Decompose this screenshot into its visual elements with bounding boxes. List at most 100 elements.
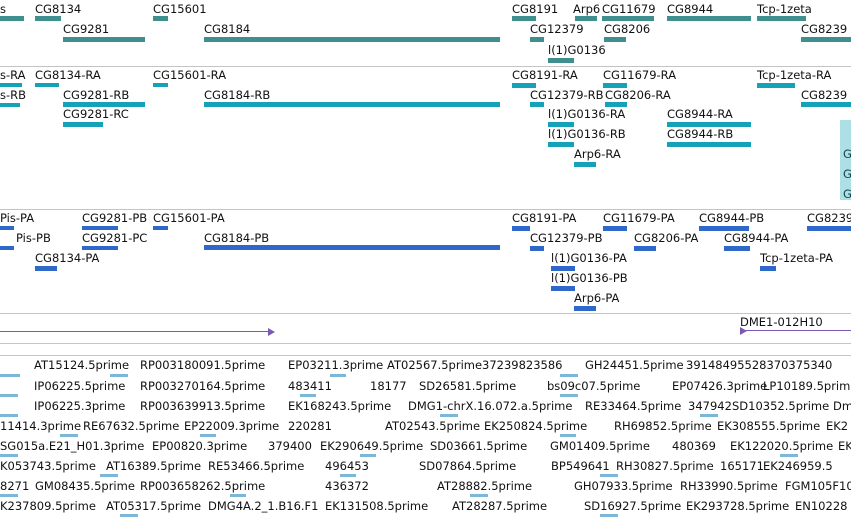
est-feature[interactable] bbox=[780, 454, 798, 457]
transcript-feature[interactable] bbox=[35, 83, 59, 87]
transcript-feature[interactable] bbox=[153, 83, 168, 87]
est-label[interactable]: AT05317.5prime bbox=[106, 499, 202, 513]
gene-label[interactable]: s bbox=[0, 2, 6, 16]
est-label[interactable]: AT16389.5prime bbox=[106, 459, 202, 473]
gene-label[interactable]: CG8184 bbox=[204, 22, 251, 36]
protein-label[interactable]: CG8944-PA bbox=[724, 231, 789, 245]
protein-feature[interactable] bbox=[204, 245, 500, 250]
protein-feature[interactable] bbox=[35, 266, 57, 271]
protein-feature[interactable] bbox=[807, 226, 851, 231]
est-label[interactable]: RE33464.5prime bbox=[585, 399, 682, 413]
est-label[interactable]: EN10228 bbox=[795, 499, 848, 513]
est-label[interactable]: 483411 bbox=[288, 379, 332, 393]
transcript-label[interactable]: CG9281-RB bbox=[63, 88, 130, 102]
protein-label[interactable]: Tcp-1zeta-PA bbox=[760, 251, 834, 265]
est-feature[interactable] bbox=[560, 394, 578, 397]
protein-feature[interactable] bbox=[530, 246, 544, 251]
est-label[interactable]: EK168243.5prime bbox=[288, 399, 392, 413]
gene-feature[interactable] bbox=[757, 16, 806, 21]
gene-label[interactable]: Tcp-1zeta bbox=[757, 2, 812, 16]
gene-label[interactable]: CG8191 bbox=[512, 2, 559, 16]
est-label[interactable]: LP10189.5prime bbox=[763, 379, 851, 393]
transcript-feature[interactable] bbox=[548, 122, 574, 127]
protein-feature[interactable] bbox=[82, 246, 118, 250]
est-feature[interactable] bbox=[470, 494, 488, 497]
transcript-label[interactable]: Arp6-RA bbox=[574, 147, 621, 161]
gene-label[interactable]: CG8134 bbox=[35, 2, 82, 16]
est-label[interactable]: SD16927.5prime bbox=[584, 499, 682, 513]
est-label[interactable]: SD10352.5prime bbox=[732, 399, 830, 413]
transcript-label[interactable]: CG8944-RB bbox=[667, 127, 734, 141]
est-label[interactable]: 480369 bbox=[672, 439, 716, 453]
est-label[interactable]: 496453 bbox=[325, 459, 369, 473]
transcript-feature[interactable] bbox=[757, 83, 795, 88]
est-label[interactable]: 11414.3prime bbox=[0, 419, 82, 433]
gene-feature[interactable] bbox=[0, 16, 24, 21]
est-label[interactable]: SD07864.5prime bbox=[419, 459, 517, 473]
gene-feature[interactable] bbox=[604, 37, 626, 42]
est-feature[interactable] bbox=[300, 394, 316, 397]
est-feature[interactable] bbox=[330, 374, 346, 377]
est-label[interactable]: K053743.5prime bbox=[0, 459, 96, 473]
gene-label[interactable]: CG11679 bbox=[602, 2, 656, 16]
protein-feature[interactable] bbox=[82, 226, 118, 230]
est-label[interactable]: AT15124.5prime bbox=[34, 358, 130, 372]
est-label[interactable]: EK290649.5prime bbox=[320, 439, 424, 453]
protein-label[interactable]: CG12379-PB bbox=[530, 231, 603, 245]
protein-feature[interactable] bbox=[551, 286, 575, 291]
est-label[interactable]: AT02543.5prime bbox=[385, 419, 481, 433]
est-label[interactable]: DMG1-chrX.16.072.a.5prime bbox=[408, 399, 573, 413]
est-label[interactable]: RH30827.5prime bbox=[616, 459, 714, 473]
est-label[interactable]: Dm bbox=[833, 399, 851, 413]
transcript-label[interactable]: CG8191-RA bbox=[512, 68, 578, 82]
est-label[interactable]: FGM105F10 bbox=[785, 479, 851, 493]
est-label[interactable]: AT28882.5prime bbox=[437, 479, 533, 493]
protein-feature[interactable] bbox=[724, 246, 750, 251]
est-label[interactable]: 220281 bbox=[288, 419, 332, 433]
est-feature[interactable] bbox=[700, 414, 718, 417]
est-feature[interactable] bbox=[560, 434, 576, 437]
est-label[interactable]: RP003270164.5prime bbox=[140, 379, 266, 393]
protein-feature[interactable] bbox=[574, 306, 596, 311]
protein-label[interactable]: CG8239 bbox=[807, 211, 851, 225]
est-label[interactable]: SD26581.5prime bbox=[419, 379, 517, 393]
protein-feature[interactable] bbox=[512, 226, 530, 231]
est-label[interactable]: EK246959.5 bbox=[763, 459, 833, 473]
est-label[interactable]: EP03211.3prime bbox=[288, 358, 384, 372]
transcript-label[interactable]: l(1)G0136-RB bbox=[548, 127, 626, 141]
protein-feature[interactable] bbox=[634, 246, 656, 251]
protein-feature[interactable] bbox=[603, 226, 627, 231]
est-label[interactable]: 165171 bbox=[720, 459, 764, 473]
est-feature[interactable] bbox=[230, 494, 246, 497]
protein-label[interactable]: l(1)G0136-PB bbox=[551, 271, 628, 285]
est-label[interactable]: EK250824.5prime bbox=[484, 419, 588, 433]
gene-label[interactable]: CG8944 bbox=[667, 2, 714, 16]
transcript-feature[interactable] bbox=[204, 102, 500, 107]
transcript-feature[interactable] bbox=[63, 102, 145, 107]
est-label[interactable]: 18177 bbox=[370, 379, 407, 393]
protein-feature[interactable] bbox=[760, 266, 776, 271]
est-label[interactable]: RH33990.5prime bbox=[680, 479, 778, 493]
transcript-feature[interactable] bbox=[605, 102, 627, 107]
transcript-label[interactable]: CG11679-RA bbox=[603, 68, 677, 82]
transcript-feature[interactable] bbox=[548, 142, 574, 147]
est-label[interactable]: RH69852.5prime bbox=[614, 419, 712, 433]
gene-feature[interactable] bbox=[801, 37, 851, 42]
est-label[interactable]: GH24451.5prime bbox=[585, 358, 684, 372]
est-label[interactable]: AT28287.5prime bbox=[452, 499, 548, 513]
transcript-label[interactable]: G bbox=[843, 167, 851, 181]
est-label[interactable]: SD03661.5prime bbox=[430, 439, 528, 453]
gene-feature[interactable] bbox=[602, 16, 654, 21]
protein-label[interactable]: CG8184-PB bbox=[204, 231, 270, 245]
gene-label[interactable]: l(1)G0136 bbox=[548, 43, 606, 57]
gene-feature[interactable] bbox=[548, 58, 574, 63]
clone-feature[interactable] bbox=[740, 330, 851, 331]
est-label[interactable]: IP06225.5prime bbox=[34, 379, 126, 393]
est-label[interactable]: EK308555.5prime bbox=[717, 419, 821, 433]
est-label[interactable]: EK122020.5prime bbox=[730, 439, 834, 453]
transcript-label[interactable]: Tcp-1zeta-RA bbox=[757, 68, 832, 82]
est-label[interactable]: RP003658262.5prime bbox=[140, 479, 266, 493]
est-label[interactable]: SG015a.E21_H01.3prime bbox=[0, 439, 145, 453]
est-feature[interactable] bbox=[60, 434, 78, 437]
protein-label[interactable]: CG9281-PB bbox=[82, 211, 148, 225]
